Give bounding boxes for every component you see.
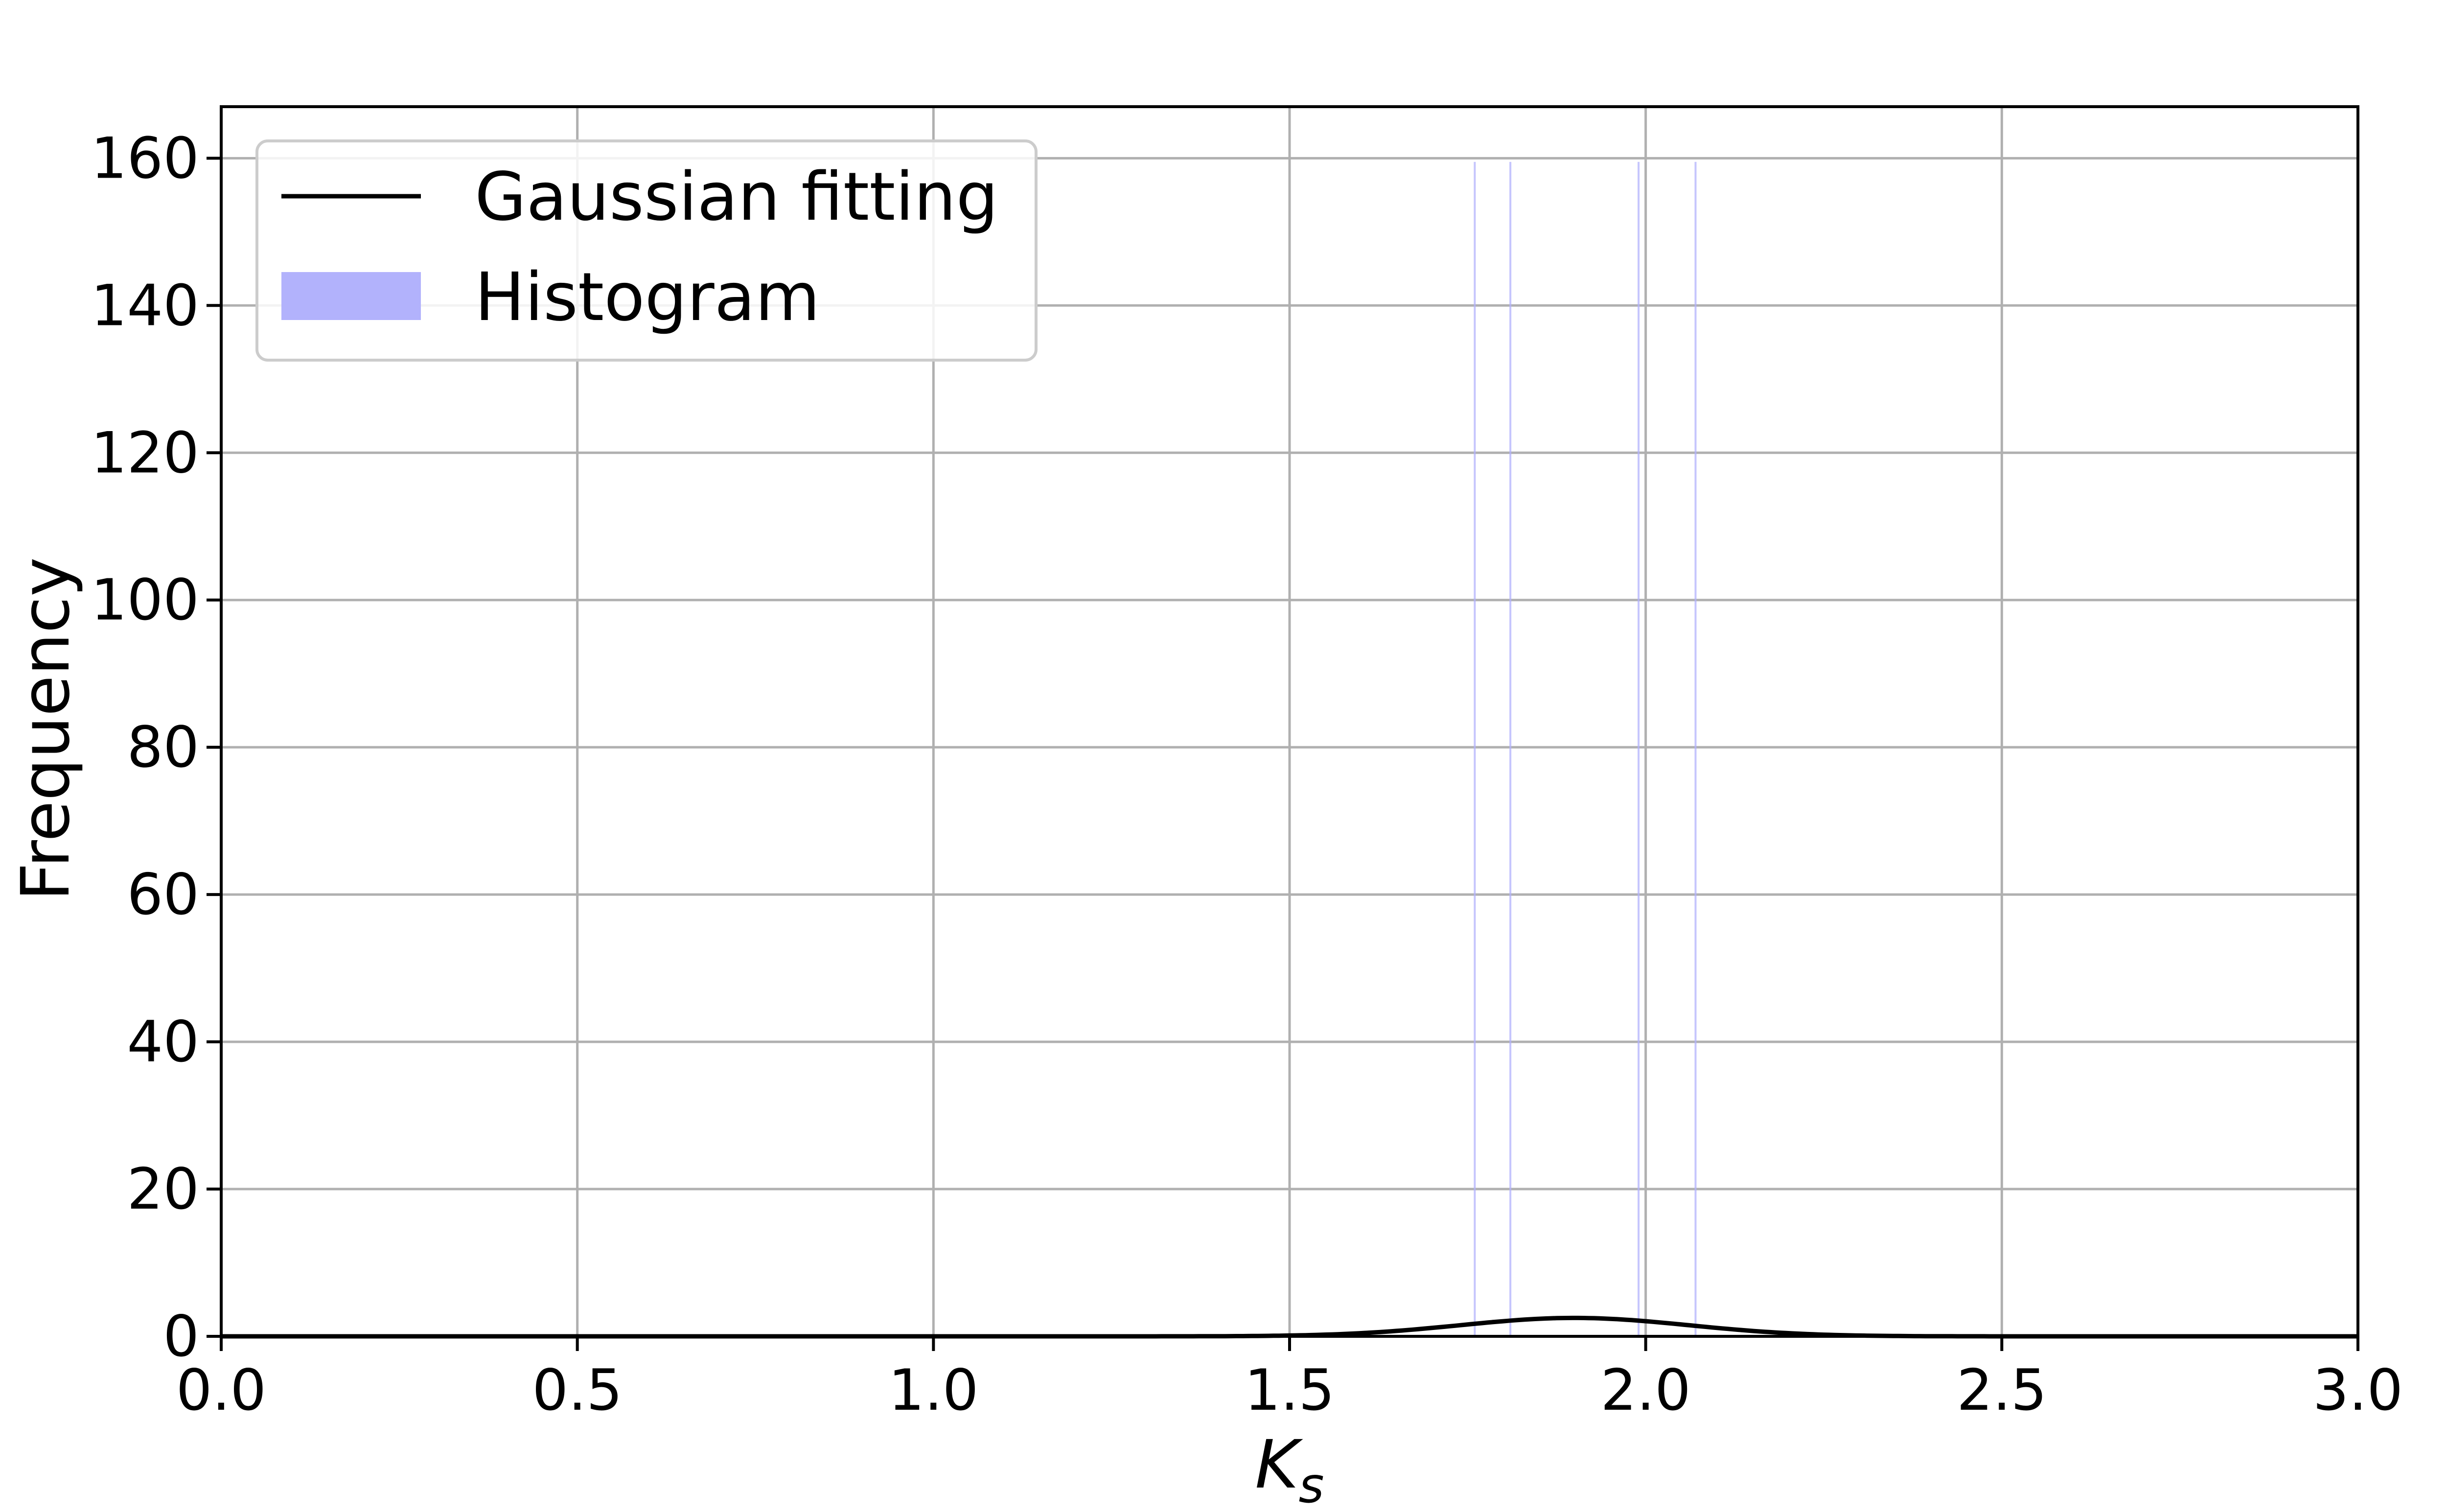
y-tick-label: 80 [127,714,199,780]
axis-ticks [207,157,2359,1351]
y-tick-label: 100 [91,567,199,633]
x-tick-label: 0.0 [176,1357,266,1423]
histogram-bar [1694,161,1697,1336]
y-tick-label: 0 [163,1304,199,1370]
legend: Gaussian fitting Histogram [255,139,1038,362]
x-tick-label: 1.5 [1245,1357,1335,1423]
y-tick-label: 160 [91,125,199,191]
y-tick-label: 140 [91,273,199,339]
legend-box [255,139,1038,362]
x-axis-label-subscript: s [1299,1457,1324,1512]
histogram-bar [1474,161,1476,1336]
x-tick-label: 3.0 [2313,1357,2403,1423]
histogram-bar [1638,161,1640,1336]
y-tick-label: 40 [127,1009,199,1075]
y-tick-label: 20 [127,1156,199,1222]
y-axis-label: Frequency [7,557,85,901]
legend-label-gaussian: Gaussian fitting [475,159,998,236]
y-tick-label: 120 [91,420,199,486]
x-tick-labels: 0.0 0.5 1.0 1.5 2.0 2.5 3.0 [176,1357,2403,1423]
x-tick-label: 2.5 [1957,1357,2047,1423]
x-tick-label: 2.0 [1600,1357,1690,1423]
x-tick-label: 0.5 [532,1357,622,1423]
histogram-bar [1509,161,1512,1336]
y-tick-label: 60 [127,862,199,928]
x-axis-label-main: K [1255,1426,1303,1504]
legend-label-histogram: Histogram [475,259,820,336]
x-axis-label: Ks [1255,1426,1324,1512]
y-tick-labels: 0 20 40 60 80 100 120 140 160 [91,125,199,1370]
histogram-bars [1474,161,1697,1336]
x-tick-label: 1.0 [888,1357,978,1423]
legend-patch-swatch [281,272,421,320]
